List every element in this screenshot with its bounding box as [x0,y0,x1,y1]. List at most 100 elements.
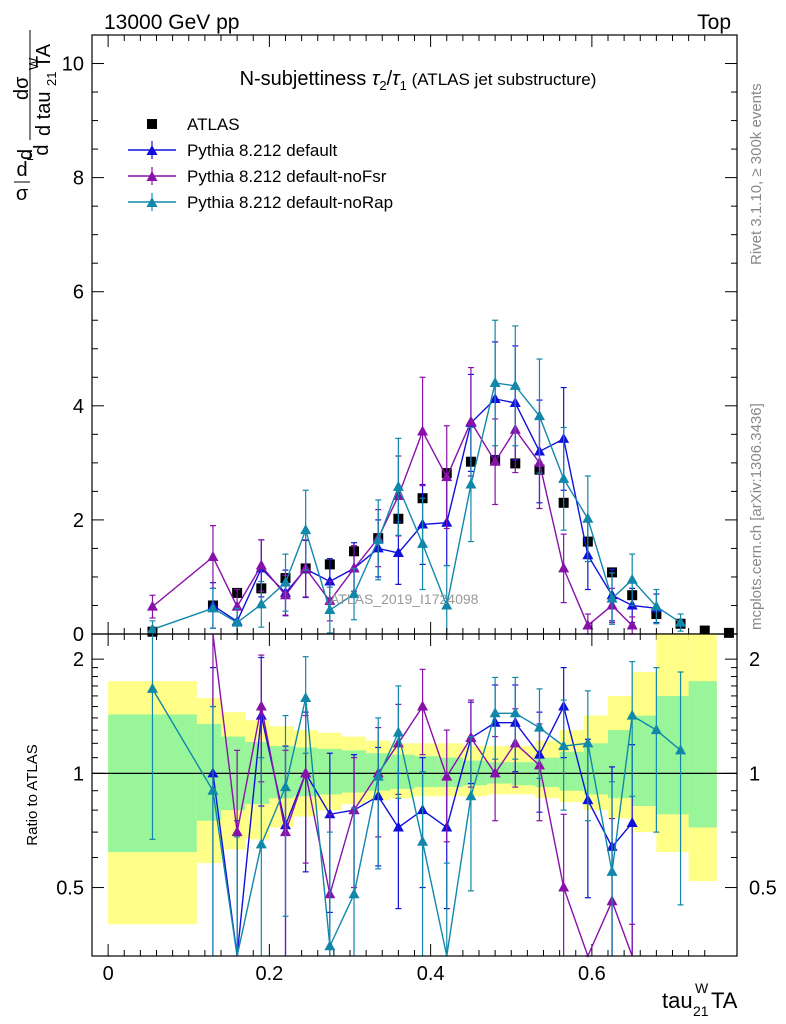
legend-label: Pythia 8.212 default [187,141,338,160]
ratio-y-tick-label: 1 [73,763,84,785]
svg-text:21: 21 [693,1003,709,1019]
svg-text:d: d [31,144,53,155]
legend-marker [146,145,158,155]
svg-text:21: 21 [44,72,59,86]
ratio-point [650,724,662,735]
analysis-watermark: ATLAS_2019_I1724098 [330,591,479,607]
data-point-mc [441,471,453,482]
series-3 [146,319,687,635]
data-point-mc [533,410,545,421]
data-point-mc [348,588,360,599]
main-panel: 0 2 4 6 8 10 [62,34,738,956]
data-point-mc [626,573,638,584]
side-label-mcplots: mcplots.cern.ch [arXiv:1306.3436] [748,403,765,630]
svg-text:d tau: d tau [33,92,55,136]
ratio-point [417,700,429,711]
ratio-point [417,835,429,846]
data-point-mc [392,546,404,557]
data-point-mc [207,550,219,561]
data-point-mc [417,425,429,436]
data-point-mc [441,599,453,610]
ratio-point [372,770,384,781]
ratio-point [558,740,570,751]
data-point-mc [509,379,521,390]
legend-marker [146,171,158,181]
y-tick-label: 8 [73,168,84,190]
data-point-mc [146,600,158,611]
data-point-mc [417,537,429,548]
data-point-mc [348,562,360,573]
uncertainty-band-stat [688,681,717,828]
uncertainty-band-stat [656,695,689,815]
data-point-atlas [723,627,734,638]
data-point-mc [558,472,570,483]
svg-text:d: d [15,149,37,160]
svg-text:1: 1 [26,147,34,163]
ratio-point [324,808,336,819]
legend-label: Pythia 8.212 default-noRap [187,193,393,212]
x-tick-label: 0 [103,963,114,985]
svg-text:W: W [695,980,709,996]
data-point-mc [372,533,384,544]
data-point-mc [465,415,477,426]
main-plot-title: N-subjettiness τ2/τ1 (ATLAS jet substruc… [240,68,597,93]
ratio-series-2 [146,634,687,957]
ratio-point [280,781,291,792]
data-point-mc [324,604,336,615]
data-point-mc [280,576,291,587]
ratio-y-tick-label: 0.5 [56,878,84,900]
x-tick-label: 0.4 [417,963,445,985]
ratio-point [441,770,453,781]
ratio-point [392,726,404,737]
legend-marker [147,119,157,129]
legend-entry: Pythia 8.212 default [128,141,338,160]
ratio-point [558,881,570,892]
data-point-mc [582,619,594,630]
data-point-mc [650,600,662,611]
ratio-point [606,865,618,876]
x-axis-label: tau 21 W TA [662,980,738,1019]
legend-label: Pythia 8.212 default-noFsr [187,167,387,186]
y-tick-label: 2 [73,510,84,532]
svg-text:σ: σ [16,183,29,205]
ratio-point [146,682,158,693]
uncertainty-band-stat [390,754,415,789]
svg-text:TA: TA [711,988,738,1013]
data-point-mc [489,455,501,466]
y-tick-label: 0 [73,624,84,646]
ratio-point [207,784,219,795]
ratio-point [626,816,638,827]
x-tick-label: 0.6 [578,963,606,985]
svg-text:W: W [26,57,41,70]
ratio-y-tick-label-right: 0.5 [749,878,777,900]
legend: ATLAS Pythia 8.212 default Pythia 8.212 de… [128,115,393,212]
ratio-point [465,790,477,801]
svg-text:dσ: dσ [11,76,33,100]
legend-entry: ATLAS [147,115,240,134]
legend-label: ATLAS [187,115,240,134]
ratio-y-axis-label: Ratio to ATLAS [24,744,41,845]
data-point-mc [231,616,243,627]
ratio-point [324,940,336,951]
ratio-frame [91,633,738,957]
svg-text:tau: tau [662,988,693,1013]
ratio-panel: 0 0.2 0.4 0.6 0.5 0.5 1 1 2 2 [56,633,777,985]
ratio-point [675,744,687,755]
ratio-point [231,826,243,837]
ratio-y-tick-label: 2 [73,649,84,671]
y-tick-label: 4 [73,396,84,418]
series-line [152,420,633,627]
data-point-mc [465,478,477,489]
data-point-mc [582,512,594,523]
legend-entry: Pythia 8.212 default-noFsr [128,167,387,186]
data-point-mc [606,592,618,603]
ratio-line [151,688,682,957]
main-y-axis-label: d σ 1 d d dσ d tau 21 W TA [11,30,59,205]
uncertainty-band-stat [632,715,657,807]
header-process: 13000 GeV pp [104,11,239,34]
data-point-mc [255,559,267,570]
data-point-mc [626,619,638,630]
series-line [212,398,657,623]
svg-text:TA: TA [33,43,55,68]
